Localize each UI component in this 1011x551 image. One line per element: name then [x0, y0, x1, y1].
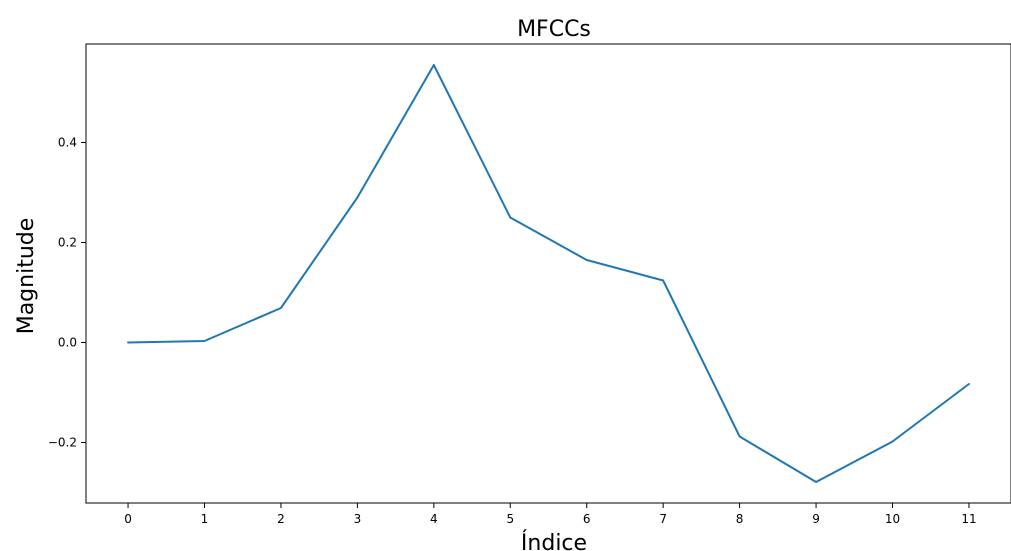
x-tick-label: 5: [506, 512, 514, 526]
x-tick-label: 8: [736, 512, 744, 526]
y-tick-label: 0.2: [58, 236, 77, 250]
y-ticks: −0.2 0.0 0.2 0.4: [48, 136, 86, 450]
x-tick-label: 3: [354, 512, 362, 526]
data-points: [128, 64, 969, 483]
x-tick-label: 2: [277, 512, 285, 526]
x-tick-label: 10: [885, 512, 900, 526]
x-tick-label: 0: [124, 512, 132, 526]
y-tick-label: 0.4: [58, 136, 77, 150]
x-ticks: 0 1 2 3 4 5 6 7 8 9 10 11: [124, 503, 977, 526]
x-tick-label: 1: [201, 512, 209, 526]
series-line: [127, 64, 970, 483]
x-tick-label: 7: [659, 512, 667, 526]
plot-frame: [85, 43, 1011, 504]
x-tick-label: 4: [430, 512, 438, 526]
x-axis-label: Índice: [521, 530, 587, 551]
y-tick-label: 0.0: [58, 336, 77, 350]
x-tick-label: 6: [583, 512, 591, 526]
y-tick-label: −0.2: [48, 436, 77, 450]
chart-title: MFCCs: [517, 17, 591, 42]
y-axis-label: Magnitude: [14, 218, 39, 335]
x-tick-label: 9: [812, 512, 820, 526]
x-tick-label: 11: [961, 512, 976, 526]
